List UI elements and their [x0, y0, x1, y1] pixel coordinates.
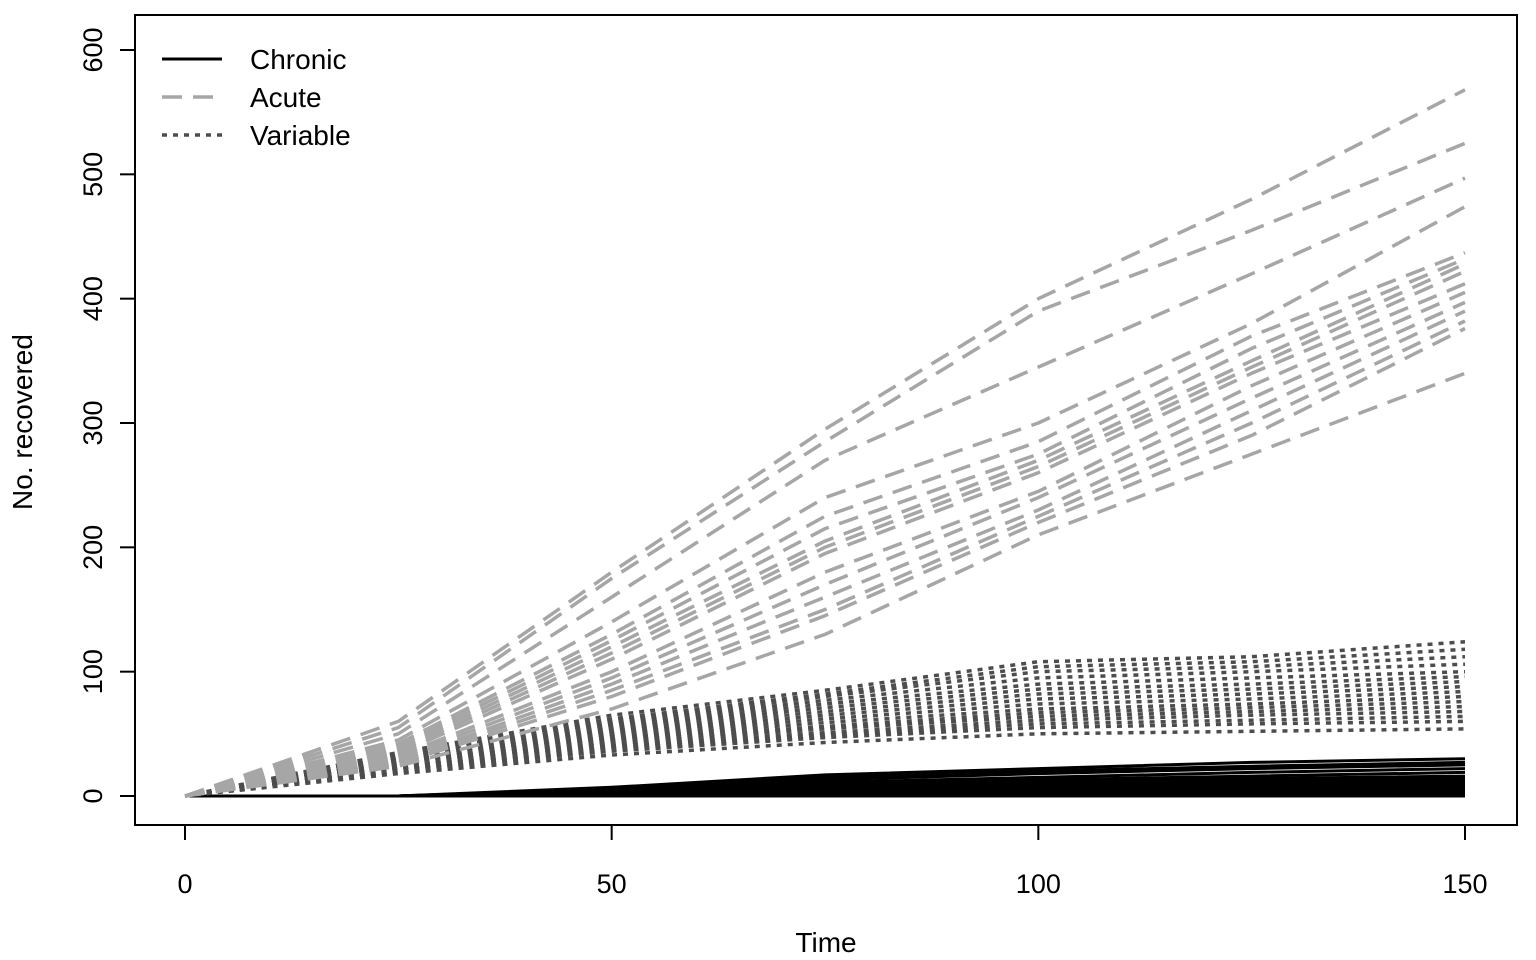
series-line-acute-13 — [184, 326, 1466, 798]
series-line-acute-2 — [184, 176, 1466, 798]
series-line-acute-5 — [184, 257, 1466, 798]
series-layer — [184, 88, 1466, 798]
series-line-variable-15 — [184, 640, 1466, 798]
y-tick-label-300: 300 — [78, 400, 108, 445]
y-tick-label-600: 600 — [78, 27, 108, 72]
y-tick-label-200: 200 — [78, 525, 108, 570]
y-tick-label-0: 0 — [78, 788, 108, 803]
series-line-acute-14 — [184, 371, 1466, 798]
series-line-variable-25 — [184, 699, 1466, 798]
series-line-acute-6 — [184, 262, 1466, 798]
x-axis-title: Time — [795, 927, 856, 958]
y-tick-label-100: 100 — [78, 649, 108, 694]
series-line-acute-9 — [184, 290, 1466, 798]
x-tick-label-0: 0 — [177, 869, 192, 899]
series-line-acute-8 — [184, 282, 1466, 798]
legend-label-chronic: Chronic — [250, 44, 346, 75]
series-line-acute-1 — [184, 141, 1466, 798]
y-axis-title: No. recovered — [7, 334, 38, 510]
series-line-variable-28 — [184, 714, 1466, 798]
y-axis: 0 100 200 300 400 500 600 — [78, 27, 136, 804]
series-line-acute-7 — [184, 269, 1466, 798]
x-tick-label-50: 50 — [597, 869, 627, 899]
series-line-variable-29 — [184, 719, 1466, 798]
series-line-variable-27 — [184, 709, 1466, 798]
series-line-variable-24 — [184, 694, 1466, 798]
x-tick-label-150: 150 — [1442, 869, 1487, 899]
series-line-variable-30 — [184, 727, 1466, 798]
series-line-acute-0 — [184, 88, 1466, 798]
series-line-acute-12 — [184, 319, 1466, 798]
legend-label-acute: Acute — [250, 82, 322, 113]
series-line-acute-3 — [184, 205, 1466, 798]
y-tick-label-400: 400 — [78, 276, 108, 321]
x-axis: 0 50 100 150 — [177, 824, 1488, 899]
x-tick-label-100: 100 — [1016, 869, 1061, 899]
y-tick-label-500: 500 — [78, 152, 108, 197]
legend-label-variable: Variable — [250, 120, 351, 151]
series-line-variable-26 — [184, 704, 1466, 798]
series-line-acute-4 — [184, 251, 1466, 798]
legend: Chronic Acute Variable — [162, 44, 351, 151]
